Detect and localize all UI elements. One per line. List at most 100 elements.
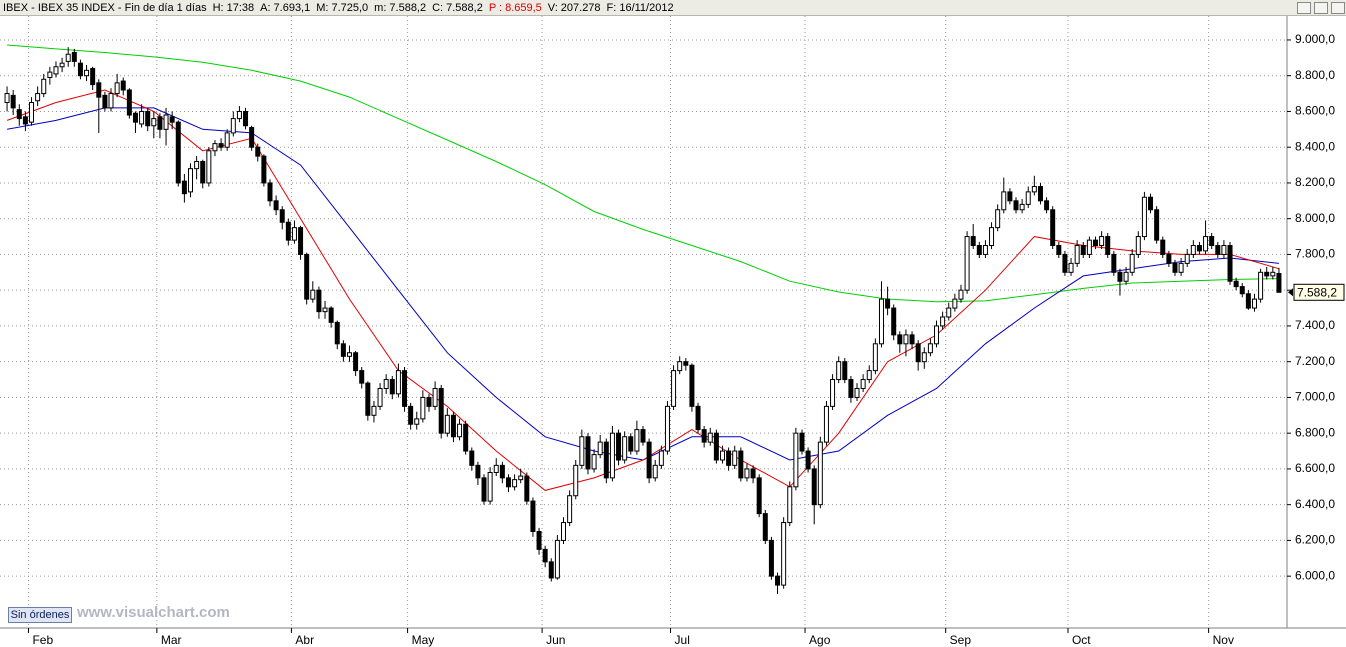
field-key: M: <box>316 2 329 14</box>
candle-body <box>29 102 35 123</box>
minimize-button[interactable] <box>1297 2 1311 14</box>
candle-body <box>450 414 456 438</box>
last-price-label: 7.588,2 <box>1297 285 1337 299</box>
candle-body <box>512 479 518 488</box>
candle-body <box>505 477 511 488</box>
candle-body <box>438 387 444 434</box>
candle-body <box>10 94 16 109</box>
candle-body <box>261 155 267 184</box>
candle-body <box>1264 271 1270 277</box>
candle-body <box>726 450 732 466</box>
y-tick-label: 7.200,0 <box>1295 354 1335 368</box>
field-key: P : <box>488 2 503 14</box>
candle-body <box>84 69 90 77</box>
candle-body <box>689 364 695 407</box>
candle-body <box>707 432 713 443</box>
header-field: m: 7.588,2 <box>374 2 426 14</box>
candle-body <box>640 429 646 443</box>
candle-body <box>139 110 145 125</box>
header-field: F: 16/11/2012 <box>607 2 674 14</box>
candle-body <box>1178 262 1184 273</box>
candle-body <box>701 429 707 443</box>
candle-body <box>1196 245 1202 252</box>
field-value: 17:38 <box>226 2 255 14</box>
candle-body <box>995 209 1001 229</box>
candle-body <box>65 53 71 62</box>
candle-body <box>1105 236 1111 255</box>
candle-body <box>285 221 291 241</box>
candle-body <box>408 405 414 425</box>
field-value: 8.659,5 <box>505 2 542 14</box>
candle-body <box>848 379 854 398</box>
x-tick-label: Feb <box>32 633 53 647</box>
candle-body <box>664 405 670 452</box>
candle-body <box>1215 245 1221 255</box>
candle-body <box>524 475 530 502</box>
field-value: 7.693,1 <box>273 2 311 14</box>
candle-body <box>897 334 903 345</box>
candle-body <box>671 370 677 407</box>
candle-body <box>181 180 187 195</box>
field-value: 7.588,2 <box>389 2 427 14</box>
candle-body <box>481 477 487 502</box>
candle-body <box>561 522 567 541</box>
candle-body <box>145 110 151 127</box>
candle-body <box>47 71 53 78</box>
candle-body <box>964 236 970 291</box>
y-tick-label: 6.800,0 <box>1295 425 1335 439</box>
field-key: H: <box>212 2 224 14</box>
candle-body <box>353 352 359 372</box>
candle-body <box>854 387 860 398</box>
candle-body <box>554 539 560 579</box>
candle-body <box>1160 239 1166 255</box>
candle-body <box>616 432 622 461</box>
candle-body <box>775 575 781 586</box>
candle-body <box>885 298 891 309</box>
candle-body <box>622 436 628 461</box>
candle-body <box>805 450 811 470</box>
candle-body <box>799 432 805 452</box>
candle-body <box>1258 271 1264 300</box>
candle-body <box>475 464 481 479</box>
candle-body <box>548 561 554 579</box>
candle-body <box>402 370 408 407</box>
candle-body <box>1117 271 1123 282</box>
y-tick-label: 6.400,0 <box>1295 497 1335 511</box>
candle-body <box>395 370 401 395</box>
field-key: F: <box>606 2 617 14</box>
restore-button[interactable] <box>1314 2 1328 14</box>
candle-body <box>1141 196 1147 238</box>
candle-body <box>1184 253 1190 264</box>
candle-body <box>579 436 585 466</box>
candle-body <box>713 432 719 461</box>
header-field: C: 7.588,2 <box>432 2 483 14</box>
close-button[interactable] <box>1331 2 1345 14</box>
field-key: A: <box>260 2 271 14</box>
candle-body <box>230 118 236 134</box>
candle-body <box>842 361 848 381</box>
candle-body <box>41 78 47 95</box>
candle-body <box>891 307 897 336</box>
candle-body <box>151 118 157 127</box>
candle-body <box>132 112 138 123</box>
candle-body <box>383 379 389 389</box>
candle-body <box>1037 186 1043 202</box>
candle-body <box>4 93 10 104</box>
candle-body <box>1092 239 1098 246</box>
candle-body <box>493 464 499 473</box>
candle-body <box>940 316 946 327</box>
candle-body <box>114 82 120 95</box>
candle-body <box>273 200 279 211</box>
candle-body <box>817 441 823 506</box>
x-tick-label: Mar <box>161 633 182 647</box>
candle-body <box>1080 245 1086 255</box>
candle-body <box>59 62 65 68</box>
candle-body <box>1099 236 1105 246</box>
orders-button[interactable]: Sin órdenes <box>8 607 72 623</box>
candle-body <box>921 352 927 363</box>
candle-body <box>120 80 126 91</box>
candle-body <box>267 182 273 202</box>
candle-body <box>175 121 181 184</box>
candle-body <box>224 132 230 148</box>
candle-body <box>169 116 175 123</box>
